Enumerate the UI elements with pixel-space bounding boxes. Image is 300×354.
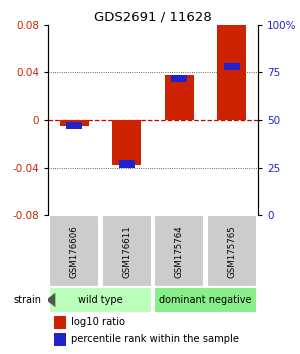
- Bar: [207, 216, 257, 287]
- Text: strain: strain: [14, 295, 42, 305]
- Bar: [154, 216, 205, 287]
- Bar: [54, 316, 66, 329]
- Bar: [54, 333, 66, 346]
- Bar: [217, 25, 246, 120]
- Polygon shape: [46, 293, 55, 307]
- Bar: [119, 160, 135, 167]
- Bar: [66, 122, 82, 130]
- Text: GSM175765: GSM175765: [227, 225, 236, 278]
- Title: GDS2691 / 11628: GDS2691 / 11628: [94, 11, 212, 24]
- Text: GSM175764: GSM175764: [175, 225, 184, 278]
- Bar: [171, 75, 187, 82]
- Bar: [224, 63, 240, 70]
- Text: dominant negative: dominant negative: [159, 295, 252, 305]
- Bar: [101, 216, 152, 287]
- Bar: [165, 75, 194, 120]
- Text: GSM176606: GSM176606: [70, 225, 79, 278]
- Text: log10 ratio: log10 ratio: [71, 318, 125, 327]
- Bar: [49, 216, 99, 287]
- Bar: [154, 287, 257, 313]
- Bar: [112, 120, 141, 165]
- Text: wild type: wild type: [78, 295, 123, 305]
- Bar: [60, 120, 89, 126]
- Text: GSM176611: GSM176611: [122, 225, 131, 278]
- Bar: [49, 287, 152, 313]
- Text: percentile rank within the sample: percentile rank within the sample: [71, 335, 239, 344]
